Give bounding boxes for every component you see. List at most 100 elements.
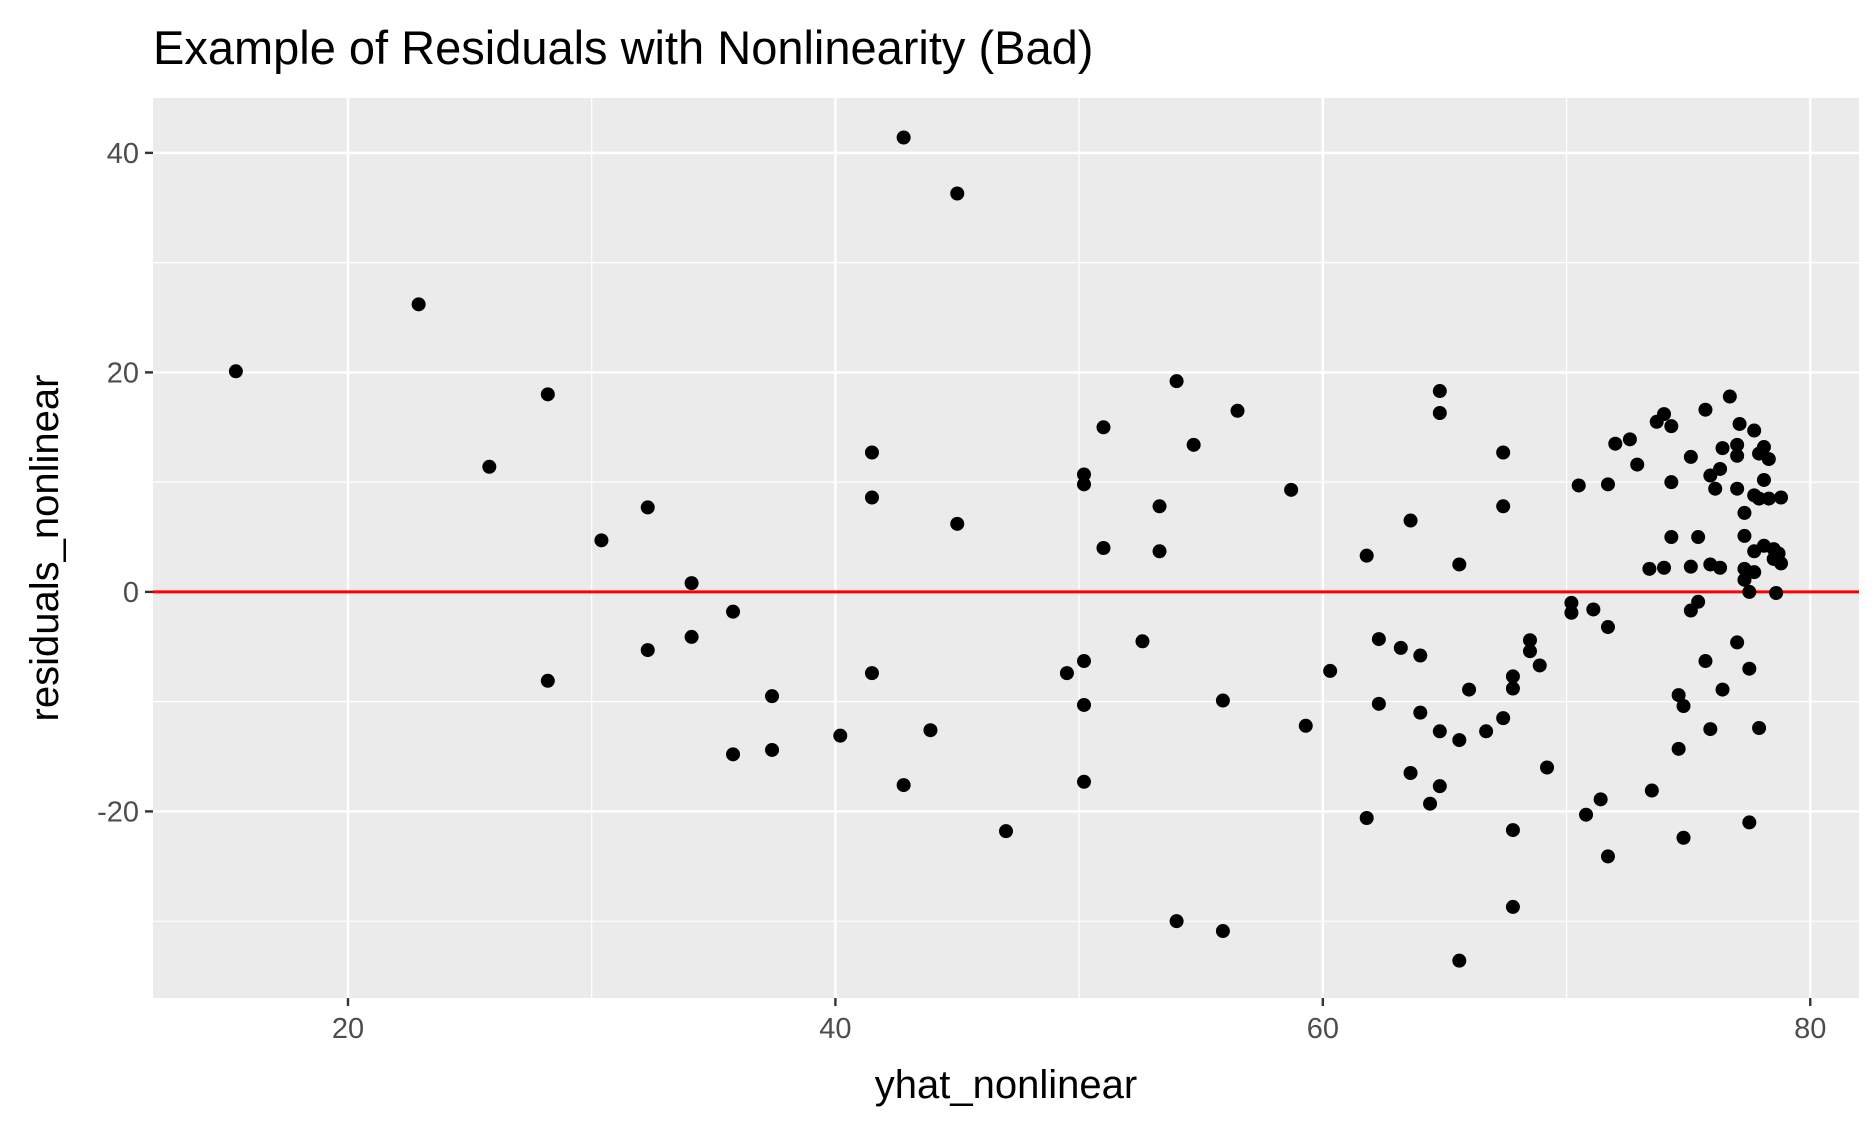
data-point [1730, 437, 1745, 452]
data-point [594, 533, 609, 548]
data-point [864, 445, 879, 460]
data-point [1622, 432, 1637, 447]
data-point [1413, 705, 1428, 720]
data-point [1579, 807, 1594, 822]
data-point [1715, 682, 1730, 697]
data-point [1169, 374, 1184, 389]
data-point [1571, 478, 1586, 493]
data-point [1774, 490, 1789, 505]
data-point [1742, 661, 1757, 676]
data-point [1359, 548, 1374, 563]
data-point [1732, 416, 1747, 431]
data-point [1657, 407, 1672, 422]
data-point [1691, 530, 1706, 545]
data-point [1683, 449, 1698, 464]
data-point [896, 130, 911, 145]
data-point [1505, 669, 1520, 684]
data-point [1683, 559, 1698, 574]
data-point [1630, 457, 1645, 472]
data-point [1323, 663, 1338, 678]
data-point [1284, 482, 1299, 497]
data-point [1703, 722, 1718, 737]
data-point [1593, 792, 1608, 807]
data-point [1737, 572, 1752, 587]
data-point [1657, 560, 1672, 575]
data-point [1671, 688, 1686, 703]
data-point [1752, 491, 1767, 506]
data-point [1600, 620, 1615, 635]
minor-gridlines [153, 98, 1859, 998]
data-point [1642, 561, 1657, 576]
data-point [1059, 666, 1074, 681]
data-point [1564, 605, 1579, 620]
data-point [1393, 640, 1408, 655]
data-point [1644, 783, 1659, 798]
data-point [726, 747, 741, 762]
data-point [1462, 682, 1477, 697]
data-point [1737, 505, 1752, 520]
data-point [1708, 481, 1723, 496]
data-point [1691, 594, 1706, 609]
x-tick-label: 20 [332, 1013, 364, 1045]
data-point [950, 186, 965, 201]
data-point [1564, 595, 1579, 610]
data-point [1505, 823, 1520, 838]
y-tick-label: 0 [123, 577, 139, 609]
x-axis-label: yhat_nonlinear [875, 1063, 1137, 1107]
data-point [1742, 815, 1757, 830]
data-point [1713, 461, 1728, 476]
data-point [1676, 699, 1691, 714]
data-point [1747, 565, 1762, 580]
data-point [1076, 467, 1091, 482]
data-point [1496, 499, 1511, 514]
data-point [1186, 437, 1201, 452]
y-axis: -20 0 20 40 [97, 138, 153, 828]
data-point [640, 643, 655, 658]
data-point [1432, 384, 1447, 399]
data-point [1496, 711, 1511, 726]
data-point [1713, 560, 1728, 575]
data-point [1722, 389, 1737, 404]
data-point [1432, 406, 1447, 420]
data-point [1730, 481, 1745, 496]
data-point [1496, 445, 1511, 460]
data-point [1664, 419, 1679, 434]
data-point [1452, 557, 1467, 572]
data-point [1096, 420, 1111, 435]
data-point [1730, 635, 1745, 650]
data-point [1522, 633, 1537, 648]
data-point [1096, 541, 1111, 555]
data-point [726, 604, 741, 619]
data-point [1371, 632, 1386, 647]
data-point [1742, 584, 1757, 599]
data-point [1774, 556, 1789, 571]
y-axis-label: residuals_nonlinear [23, 375, 67, 722]
data-point [1505, 899, 1520, 914]
data-point [1135, 634, 1150, 649]
data-point [864, 666, 879, 681]
data-point [950, 516, 965, 531]
x-tick-label: 40 [819, 1013, 851, 1045]
data-point [1715, 441, 1730, 456]
x-tick-label: 60 [1307, 1013, 1339, 1045]
y-tick-label: -20 [97, 796, 139, 828]
data-point [228, 364, 243, 379]
data-point [1152, 499, 1167, 514]
data-point [1769, 586, 1784, 600]
data-point [684, 576, 699, 591]
y-tick-label: 20 [107, 357, 139, 389]
data-point [540, 387, 555, 402]
data-point [1737, 528, 1752, 543]
data-point [1532, 658, 1547, 673]
data-point [1586, 602, 1601, 617]
y-tick-label: 40 [107, 138, 139, 170]
data-point [1076, 697, 1091, 712]
data-point [1452, 953, 1467, 968]
data-point [1413, 648, 1428, 663]
data-point [1423, 796, 1438, 811]
data-point [540, 673, 555, 688]
data-point [1169, 914, 1184, 929]
data-point [896, 778, 911, 793]
data-point [411, 297, 426, 312]
data-point [684, 629, 699, 644]
